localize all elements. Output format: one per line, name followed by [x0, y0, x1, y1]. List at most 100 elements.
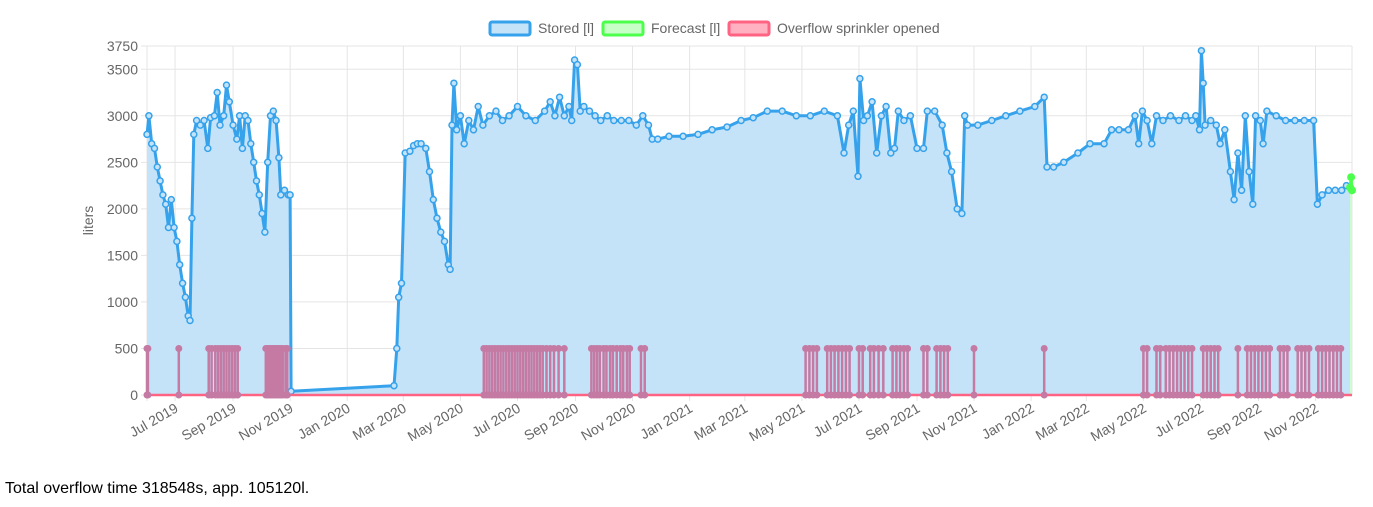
legend-item-overflow[interactable]: Overflow sprinkler opened — [727, 20, 940, 37]
stored-point — [1226, 167, 1235, 176]
stored-point — [1216, 139, 1224, 148]
y-tick-label: 3000 — [107, 108, 138, 124]
stored-point — [277, 191, 285, 199]
overflow-point-closed — [970, 391, 978, 399]
x-tick-label: Jan 2020 — [295, 400, 353, 443]
stored-point — [1245, 167, 1253, 176]
x-tick-label: Jul 2020 — [469, 400, 523, 440]
stored-point — [474, 102, 482, 111]
stored-point — [778, 107, 786, 115]
stored-point — [422, 144, 430, 153]
legend-item-forecast[interactable]: Forecast [l] — [601, 20, 720, 37]
stored-point — [890, 144, 899, 153]
forecast-point — [1348, 186, 1356, 195]
overflow-point-closed — [1337, 391, 1345, 399]
overflow-point-open — [1266, 344, 1274, 352]
stored-point — [840, 149, 848, 157]
x-tick-label: Jul 2019 — [127, 400, 181, 440]
stored-point — [596, 116, 605, 125]
stored-point — [603, 112, 612, 120]
stored-point — [433, 214, 441, 222]
stored-point — [1281, 116, 1290, 125]
stored-point — [1031, 102, 1039, 111]
stored-point — [1199, 79, 1207, 87]
stored-point — [723, 123, 731, 131]
x-tick-label: Sep 2022 — [1204, 400, 1264, 444]
y-tick-label: 500 — [115, 340, 139, 356]
overflow-point-closed — [1214, 391, 1222, 399]
overflow-point-open — [1156, 344, 1164, 352]
stored-point — [1249, 200, 1257, 208]
stored-point — [947, 167, 956, 176]
x-tick-label: Nov 2020 — [578, 400, 638, 444]
overflow-point-closed — [944, 391, 952, 399]
stored-point — [465, 116, 473, 125]
stored-point — [1049, 163, 1058, 171]
stored-point — [1237, 186, 1246, 195]
x-tick-label: Jul 2022 — [1152, 400, 1206, 440]
stored-point — [1197, 46, 1206, 55]
stored-point — [546, 98, 554, 106]
x-tick-label: Sep 2020 — [521, 400, 581, 444]
stored-point — [397, 279, 406, 288]
stored-point — [479, 121, 487, 129]
stored-point — [255, 191, 264, 199]
stored-point — [792, 112, 801, 120]
stored-point — [585, 107, 594, 115]
stored-point — [425, 167, 434, 176]
y-tick-label: 1000 — [107, 294, 138, 310]
stored-point — [560, 112, 569, 120]
stored-point — [1138, 107, 1147, 115]
legend-item-stored[interactable]: Stored [l] — [488, 20, 594, 37]
stored-point — [591, 112, 599, 120]
legend-swatch-forecast — [601, 20, 645, 37]
overflow-point-closed — [1305, 391, 1313, 399]
stored-point — [249, 158, 258, 167]
stored-area — [147, 50, 1351, 395]
stored-point — [988, 116, 996, 125]
stored-point — [210, 112, 219, 120]
stored-point — [1230, 195, 1238, 204]
y-tick-label: 3750 — [107, 38, 138, 54]
legend: Stored [l] Forecast [l] Overflow sprinkl… — [488, 20, 940, 37]
stored-point — [1331, 186, 1339, 195]
overflow-point-closed — [879, 391, 887, 399]
stored-point — [531, 116, 540, 125]
stored-point — [390, 381, 398, 390]
overflow-point-closed — [1283, 391, 1291, 399]
overflow-point-closed — [560, 391, 568, 399]
overflow-point-closed — [626, 391, 634, 399]
stored-point — [610, 116, 618, 125]
stored-point — [943, 149, 951, 157]
stored-point — [963, 121, 972, 129]
stored-point — [625, 116, 633, 125]
stored-point — [919, 144, 928, 153]
overflow-point-closed — [846, 391, 854, 399]
overflow-point-open — [813, 344, 821, 352]
overflow-point-closed — [904, 391, 912, 399]
stored-point — [181, 293, 190, 302]
overflow-point-open — [1214, 344, 1222, 352]
stored-point — [1175, 116, 1183, 125]
stored-point — [1040, 93, 1048, 101]
stored-point — [1002, 112, 1010, 120]
overflow-point-closed — [1266, 391, 1274, 399]
overflow-point-closed — [923, 391, 931, 399]
stored-point — [522, 112, 530, 120]
x-tick-label: Mar 2022 — [1033, 400, 1092, 444]
stored-point — [272, 116, 280, 125]
stored-point — [930, 107, 939, 115]
stored-point — [170, 223, 178, 232]
x-tick-label: Sep 2021 — [863, 400, 923, 444]
stored-point — [953, 205, 961, 213]
stored-point — [580, 102, 588, 111]
overflow-point-open — [970, 344, 978, 352]
stored-point — [863, 112, 872, 120]
stored-point — [1060, 158, 1068, 167]
stored-point — [665, 132, 673, 141]
stored-point — [460, 139, 468, 148]
stored-point — [1309, 116, 1318, 125]
stored-point — [844, 121, 853, 129]
overflow-point-open — [641, 344, 649, 352]
stored-point — [551, 112, 559, 120]
